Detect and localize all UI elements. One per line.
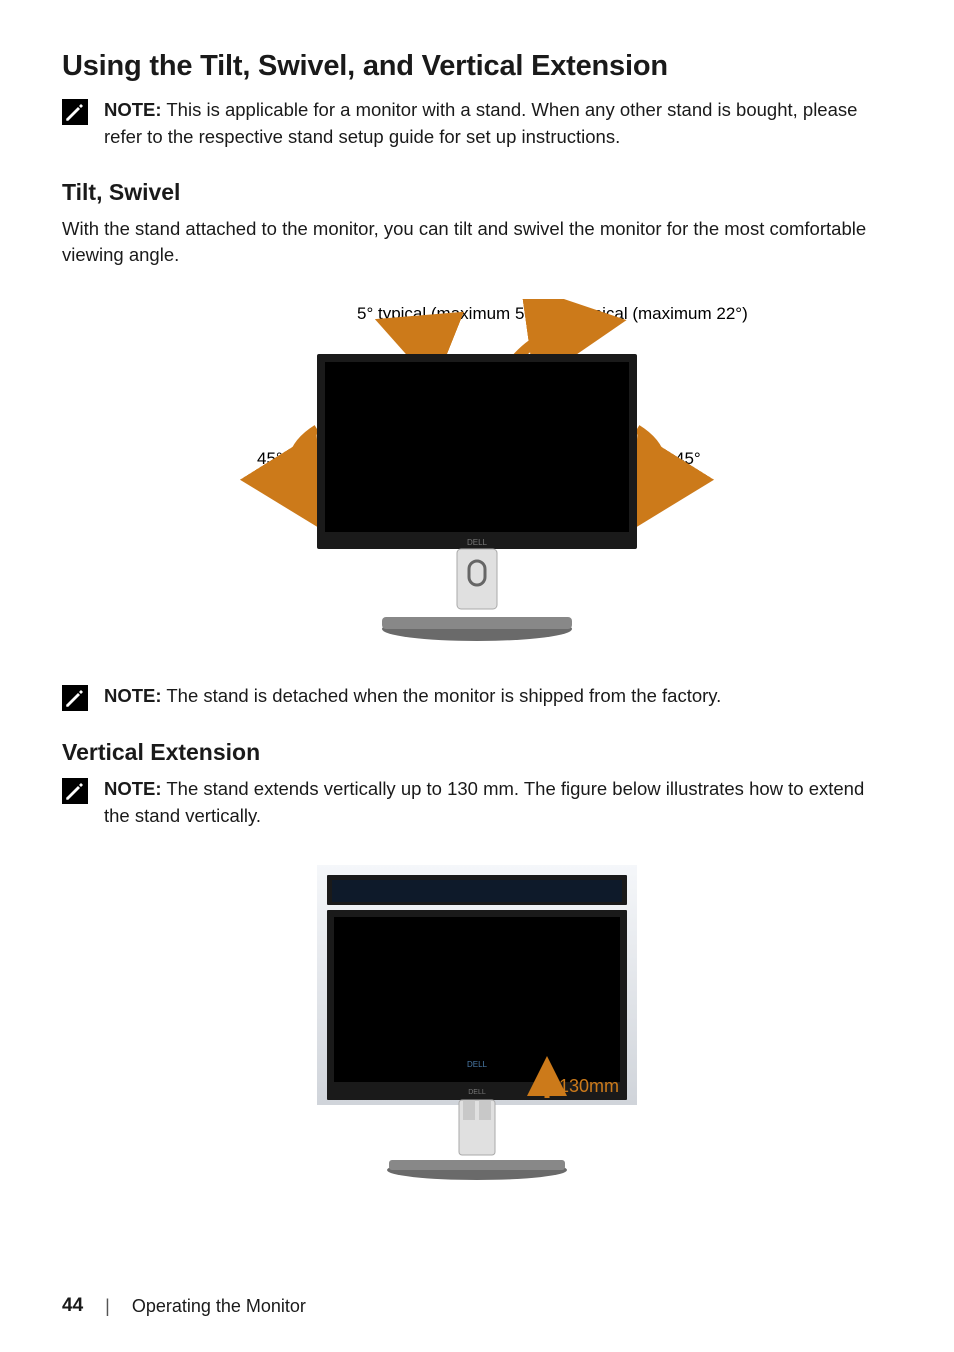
swivel-right-label: 45° [675, 449, 701, 468]
heading-tilt-swivel: Tilt, Swivel [62, 179, 892, 206]
monitor-raised [327, 875, 627, 905]
figure-vertical-extension: DELL DELL 130mm [62, 860, 892, 1190]
svg-text:DELL: DELL [467, 538, 488, 547]
note-extension: NOTE: The stand extends vertically up to… [62, 776, 892, 830]
note-text: NOTE: The stand extends vertically up to… [104, 776, 892, 830]
svg-text:DELL: DELL [468, 1089, 486, 1096]
footer-separator: | [105, 1296, 110, 1317]
swivel-right-arrow [637, 429, 662, 494]
tilt-body-text: With the stand attached to the monitor, … [62, 216, 892, 270]
pencil-icon [62, 99, 88, 125]
pencil-icon [62, 778, 88, 804]
page-number: 44 [62, 1295, 83, 1317]
extension-label: 130mm [559, 1076, 619, 1096]
figure-tilt-swivel: 5° typical (maximum 5.5°) 21° typical (m… [62, 299, 892, 659]
pencil-icon [62, 685, 88, 711]
footer-section: Operating the Monitor [132, 1296, 306, 1317]
page-title: Using the Tilt, Swivel, and Vertical Ext… [62, 50, 892, 83]
note-applicable: NOTE: This is applicable for a monitor w… [62, 97, 892, 151]
swivel-left-label: 45° [257, 449, 283, 468]
heading-vertical-extension: Vertical Extension [62, 739, 892, 766]
svg-text:DELL: DELL [467, 1060, 488, 1069]
monitor-illustration: DELL [317, 354, 637, 641]
tilt-back-label: 5° typical (maximum 5.5°) [357, 304, 551, 323]
tilt-fwd-label: 21° typical (maximum 22°) [549, 304, 748, 323]
note-detached: NOTE: The stand is detached when the mon… [62, 683, 892, 711]
note-text: NOTE: This is applicable for a monitor w… [104, 97, 892, 151]
page-footer: 44 | Operating the Monitor [62, 1295, 306, 1317]
swivel-left-arrow [292, 429, 317, 494]
monitor-lowered: DELL DELL [327, 910, 627, 1100]
note-text: NOTE: The stand is detached when the mon… [104, 683, 721, 710]
